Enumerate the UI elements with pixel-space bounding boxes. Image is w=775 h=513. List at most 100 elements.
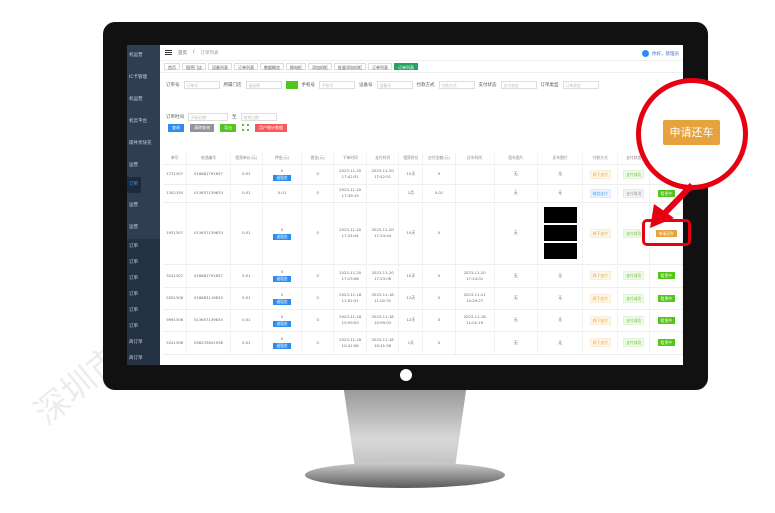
tab[interactable]: 首页 (164, 63, 180, 70)
table-row: 1731307 016681791657 0.01 0 退租金 0 2023-11-20 1… (163, 164, 683, 185)
tab[interactable]: 添加机柜 (308, 63, 332, 70)
cell-amount: 0 (422, 164, 456, 185)
sidebar-item[interactable]: 碳共享快充 (129, 141, 152, 146)
refund-deposit-button[interactable]: 退租金 (273, 276, 291, 282)
cell-duration: 10天 (398, 164, 424, 185)
sidebar-item[interactable]: 机运营 (129, 53, 143, 58)
pay-method-tag: 微信支付 (589, 188, 611, 198)
cell-order_time: 2023-11-18 10:59:03 (333, 309, 367, 332)
highlight-box (642, 219, 691, 246)
sidebar-item[interactable]: IC卡管理 (129, 75, 147, 80)
sidebar-item[interactable]: 运营 (129, 163, 138, 168)
renting-button[interactable]: 租赁中 (657, 339, 675, 346)
tab-bar: 首页 租赁门店 设备列表 订单列表 数据概览 换电柜 添加机柜 批量添加机柜 订单列表 订单列表 (160, 61, 683, 73)
sidebar-item[interactable]: 运营 (129, 225, 138, 230)
tab[interactable]: 租赁门店 (182, 63, 206, 70)
cell-return_img: 无 (537, 164, 584, 185)
sidebar-item[interactable]: 订单 (127, 287, 160, 303)
sidebar-item[interactable]: 机运营 (129, 97, 143, 102)
deposit-value: 0.01 (277, 190, 287, 195)
refund-deposit-button[interactable]: 退租金 (273, 343, 291, 349)
filter-input[interactable]: 手机号 (319, 81, 355, 89)
column-header: 还车图片 (537, 153, 584, 165)
sidebar-item[interactable]: 订单 (127, 255, 160, 271)
sidebar-item[interactable]: 订单 (127, 319, 160, 335)
cell-price: 0.01 (230, 164, 264, 185)
return-photo[interactable] (543, 207, 577, 223)
cell-rent_img: 无 (494, 264, 538, 288)
filter-input[interactable]: 订单类型 (562, 81, 599, 89)
user-menu[interactable]: 你好，管理员 (642, 50, 679, 57)
renting-button[interactable]: 租赁中 (657, 316, 675, 324)
deposit-value: 0 (280, 313, 284, 319)
cell-return_img: 无 (537, 287, 584, 310)
cell-action: 租赁中 (649, 331, 683, 355)
user-stats-button[interactable]: 用户统计数据 (255, 124, 287, 132)
filter-input[interactable]: 订单号 (183, 81, 220, 89)
pay-status-tag: 支付成功 (623, 169, 645, 179)
filter-input[interactable]: 请选择 (245, 81, 282, 89)
cell-pay_time: 2023-11-20 17:24:44 (366, 202, 400, 265)
grid-icon[interactable] (242, 124, 249, 131)
cell-id: 5241306 (163, 331, 188, 355)
search-button[interactable]: 查询 (168, 124, 184, 132)
renting-button[interactable]: 租赁中 (657, 294, 675, 302)
filter-input[interactable]: 付款方式 (438, 81, 475, 89)
tab[interactable]: 订单列表 (368, 63, 392, 70)
cell-commission: 0 (301, 264, 335, 288)
deposit-value: 0 (280, 269, 284, 274)
arrow-icon (650, 182, 695, 228)
sidebar-item[interactable]: 机云平台 (129, 119, 147, 124)
table-row: 5501306 016683119833 0.01 0 退租金 0 2023-11-18 1… (163, 287, 683, 310)
tab[interactable]: 订单列表 (234, 63, 258, 70)
renting-button[interactable]: 租赁中 (657, 272, 675, 279)
cell-rent_img: 无 (494, 287, 538, 310)
tab[interactable]: 换电柜 (286, 63, 306, 70)
sidebar-item[interactable]: 订单 (127, 239, 160, 255)
apply-return-button[interactable]: 申请还车 (655, 229, 677, 237)
filter-input[interactable]: 开始日期 (188, 113, 228, 121)
table-row: 5241306 058233601936 0.01 0 退租金 0 2023-11-18 1… (163, 331, 683, 355)
tab[interactable]: 设备列表 (208, 63, 232, 70)
filter-input[interactable]: 设备号 (376, 81, 413, 89)
return-photo[interactable] (543, 243, 577, 259)
tab[interactable]: 数据概览 (260, 63, 284, 70)
user-greeting: 你好，管理员 (652, 51, 679, 57)
refund-deposit-button[interactable]: 退租金 (273, 320, 291, 327)
refund-deposit-button[interactable]: 退租金 (273, 174, 291, 181)
cell-commission: 0 (301, 202, 335, 265)
refund-deposit-button[interactable]: 退租金 (273, 233, 291, 240)
orders-table: 单号 电池编号 租赁单价(元) 押金(元) 佣金(元) 下单时间 支付时间 租赁时长 应付金额(… (163, 153, 683, 355)
filter-input[interactable]: 支付状态 (500, 81, 537, 89)
cell-pay_time (366, 184, 400, 203)
column-header: 应付金额(元) (422, 153, 456, 165)
tab[interactable]: 订单列表 (394, 63, 418, 70)
sidebar-item[interactable]: 商订单 (127, 335, 160, 351)
column-header: 租车图片 (494, 153, 538, 165)
cell-return_img: 无 (537, 331, 584, 355)
end-date-input[interactable]: 结束日期 (240, 113, 277, 121)
store-search-button[interactable] (285, 81, 298, 89)
breadcrumb-home[interactable]: 首页 (178, 50, 187, 56)
menu-icon[interactable] (165, 50, 172, 55)
filter-label: 订单类型 (540, 83, 559, 88)
sidebar-item[interactable]: 运营 (129, 203, 138, 208)
cell-action: 租赁中 (649, 287, 683, 310)
renting-button[interactable]: 租赁中 (657, 189, 675, 197)
sidebar-item[interactable]: 订单 (127, 271, 160, 287)
sidebar-item[interactable]: 订单 (127, 303, 160, 319)
refund-deposit-button[interactable]: 退租金 (273, 298, 291, 305)
cell-duration: 10天 (398, 264, 424, 288)
export-button[interactable]: 导出 (220, 124, 236, 132)
return-photo[interactable] (543, 225, 577, 241)
sidebar-item[interactable]: 订单 (127, 177, 141, 193)
column-header: 支付时间 (366, 153, 400, 165)
table-row: 1302155 013657139633 0.01 0.01 0 2023-11-20 1… (163, 184, 683, 203)
apply-return-button-zoomed[interactable]: 申请还车 (663, 120, 720, 145)
sidebar-item[interactable]: 商订单 (127, 351, 160, 365)
cell-return_img: 无 (537, 309, 584, 332)
reset-button[interactable]: 清除查询 (190, 124, 214, 132)
cell-pay_status: 支付成功 (617, 309, 651, 332)
cell-battery: 013657139633 (186, 309, 231, 332)
tab[interactable]: 批量添加机柜 (334, 63, 366, 70)
